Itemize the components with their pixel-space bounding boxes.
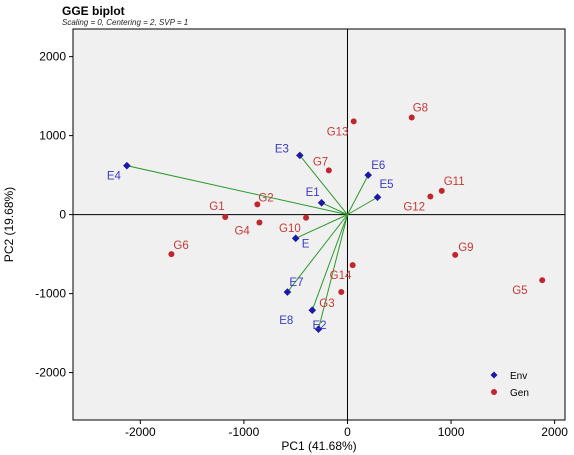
env-point-e7 [283, 288, 292, 296]
chart-title: GGE biplot [62, 4, 125, 18]
y-tick-label: 1000 [39, 129, 66, 143]
env-vector-e [295, 214, 348, 239]
env-label-e1: E1 [306, 187, 320, 199]
legend: Env Gen [490, 371, 529, 399]
y-axis-label: PC2 (19.68%) [2, 187, 16, 262]
x-tick-label: 0 [344, 425, 351, 439]
env-vector-e8 [311, 214, 348, 311]
gen-label-g9: G9 [458, 242, 473, 254]
env-label-e4: E4 [107, 171, 122, 183]
gen-label-g12: G12 [403, 201, 425, 213]
gen-point-g5 [539, 277, 546, 284]
env-label-e: E [302, 238, 310, 250]
x-tick-label: 2000 [541, 425, 568, 439]
env-vector-e2 [317, 214, 348, 330]
chart-subtitle: Scaling = 0, Centering = 2, SVP = 1 [62, 18, 189, 27]
x-tick-label: -1000 [229, 425, 260, 439]
env-point-e6 [364, 171, 372, 179]
gen-point-g4 [256, 219, 263, 226]
env-label-e6: E6 [371, 160, 385, 172]
legend-gen-label: Gen [510, 388, 529, 399]
gen-label-g3: G3 [319, 298, 334, 310]
env-vector-e3 [299, 155, 348, 215]
gen-point-g12 [427, 193, 434, 200]
gen-point-g14 [349, 262, 356, 269]
env-label-e5: E5 [380, 179, 394, 191]
gen-label-g6: G6 [173, 240, 188, 252]
env-label-e3: E3 [275, 143, 289, 155]
x-tick-label: -2000 [125, 425, 156, 439]
gen-point-g2 [254, 201, 261, 208]
env-vector-e6 [347, 174, 369, 215]
gen-label-g10: G10 [279, 223, 301, 235]
gen-label-g13: G13 [327, 126, 349, 138]
points-layer: E1 E E2 E3 E4 E5 E6 E7 E8 G1 G2 G3 G4 G5 G6 G7 G8 G9 G10 G1… [107, 102, 546, 333]
gen-label-g2: G2 [258, 192, 273, 204]
gen-point-g9 [452, 251, 459, 258]
env-vector-e7 [287, 214, 348, 293]
x-axis-label: PC1 (41.68%) [281, 439, 356, 453]
env-point-e1 [317, 198, 326, 207]
gen-label-g14: G14 [330, 270, 352, 282]
env-label-e8: E8 [279, 315, 293, 327]
env-point-e [291, 234, 300, 243]
gen-label-g7: G7 [313, 156, 328, 168]
env-point-e4 [123, 161, 131, 170]
y-tick-label: -1000 [35, 287, 66, 301]
plot-area [72, 28, 566, 421]
y-tick-label: 0 [59, 208, 66, 222]
vector-layer [126, 155, 378, 330]
axes-layer: -2000 -1000 0 1000 2000 -2000 -1000 0 1000 2000 [35, 29, 568, 439]
env-vector-e4 [126, 165, 348, 216]
y-tick-label: 2000 [39, 50, 66, 64]
legend-env-label: Env [510, 371, 527, 382]
gen-point-g13 [350, 118, 357, 125]
gen-point-g6 [168, 251, 175, 258]
gen-label-g11: G11 [444, 176, 465, 188]
env-vector-e1 [321, 202, 348, 216]
legend-gen-marker [491, 389, 497, 395]
gen-label-g4: G4 [234, 226, 250, 238]
gen-label-g1: G1 [209, 201, 224, 213]
gen-point-g8 [408, 114, 415, 121]
gen-point-g11 [438, 187, 445, 194]
env-point-e5 [373, 193, 382, 202]
env-point-e8 [308, 306, 317, 315]
gen-point-g7 [325, 167, 332, 174]
env-label-e7: E7 [289, 277, 303, 289]
env-vector-e5 [347, 196, 378, 216]
x-tick-label: 1000 [438, 425, 465, 439]
gen-point-g3 [338, 289, 345, 296]
env-label-e2: E2 [312, 320, 326, 332]
gen-label-g8: G8 [413, 102, 428, 114]
gen-point-g1 [222, 213, 229, 220]
gen-label-g5: G5 [512, 285, 527, 297]
gen-point-g10 [303, 214, 310, 221]
legend-env-marker [490, 371, 498, 379]
env-point-e3 [296, 151, 304, 160]
y-tick-label: -2000 [35, 366, 66, 380]
env-point-e2 [314, 325, 323, 333]
